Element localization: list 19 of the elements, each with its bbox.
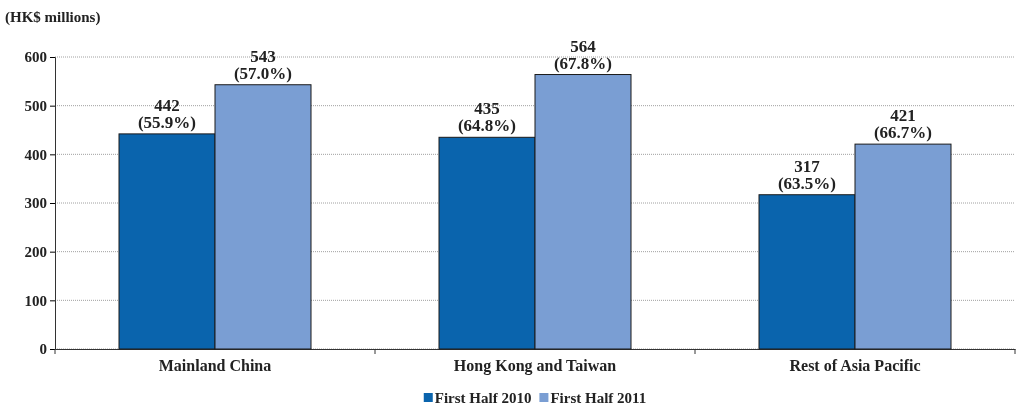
y-tick-label: 300 — [24, 195, 47, 212]
y-axis-title: (HK$ millions) — [5, 9, 101, 26]
y-tick-label: 0 — [39, 341, 47, 358]
data-label: 421 (66.7%) — [873, 106, 933, 143]
y-tick-label: 400 — [24, 146, 47, 163]
data-label: 442 (55.9%) — [137, 95, 197, 132]
y-tick-label: 600 — [24, 49, 47, 66]
y-tick-label: 500 — [24, 97, 47, 114]
x-tick-label: Hong Kong and Taiwan — [453, 357, 617, 376]
y-tick-label: 200 — [24, 243, 47, 260]
legend-label: First Half 2010 — [434, 390, 532, 406]
x-tick-label: Mainland China — [158, 357, 272, 375]
data-label: 317 (63.5%) — [777, 156, 837, 193]
x-tick-label: Rest of Asia Pacific — [789, 357, 921, 375]
y-tick-label: 100 — [24, 292, 47, 309]
data-label: 435 (64.8%) — [457, 99, 517, 136]
legend-label: First Half 2011 — [550, 390, 647, 406]
data-label: 564 (67.8%) — [553, 36, 613, 73]
data-label: 543 (57.0%) — [233, 46, 293, 83]
